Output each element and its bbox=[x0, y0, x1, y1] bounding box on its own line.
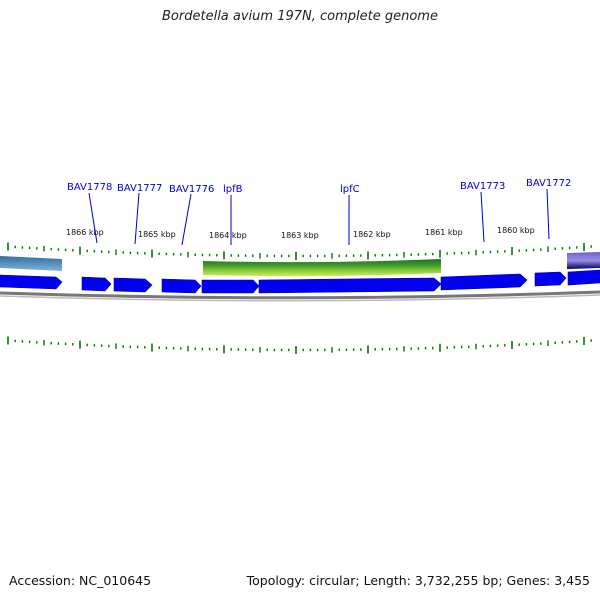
scale-ticks-top bbox=[7, 242, 592, 260]
genome-summary-text: Topology: circular; Length: 3,732,255 bp… bbox=[246, 573, 590, 588]
gene-label-leader bbox=[134, 192, 140, 245]
feature-bar-right bbox=[567, 252, 600, 269]
gene-label[interactable]: lpfC bbox=[340, 184, 360, 195]
accession-text: Accession: NC_010645 bbox=[9, 573, 152, 588]
gene-label-leader bbox=[480, 191, 485, 243]
kbp-label: 1860 kbp bbox=[497, 226, 535, 235]
gene-label[interactable]: BAV1778 bbox=[67, 182, 112, 193]
backbone-arc bbox=[0, 290, 600, 300]
scale-ticks-bottom bbox=[7, 336, 592, 354]
gene-label[interactable]: lpfB bbox=[223, 184, 243, 195]
feature-bar-left bbox=[0, 256, 62, 271]
gene-label[interactable]: BAV1776 bbox=[169, 184, 214, 195]
gene-arrow bbox=[113, 277, 153, 293]
kbp-label: 1864 kbp bbox=[209, 231, 247, 240]
gene-arrow bbox=[201, 279, 260, 294]
gene-arrow bbox=[258, 277, 442, 294]
gene-label[interactable]: BAV1777 bbox=[117, 183, 162, 194]
kbp-label: 1866 kbp bbox=[66, 228, 104, 237]
kbp-label: 1865 kbp bbox=[138, 230, 176, 239]
gene-arrow bbox=[567, 269, 600, 286]
kbp-label: 1863 kbp bbox=[281, 231, 319, 240]
gene-label[interactable]: BAV1773 bbox=[460, 181, 505, 192]
gene-label-leader bbox=[88, 192, 98, 244]
gene-arrow bbox=[440, 273, 528, 291]
backbone-arc-inner bbox=[0, 294, 600, 302]
map-title: Bordetella avium 197N, complete genome bbox=[162, 9, 438, 24]
gene-label-leader bbox=[546, 188, 550, 240]
gene-arrow bbox=[81, 276, 112, 292]
gene-arrow bbox=[161, 278, 202, 294]
kbp-label: 1861 kbp bbox=[425, 228, 463, 237]
gene-label-leader bbox=[181, 193, 192, 246]
feature-bar-green bbox=[203, 259, 441, 277]
kbp-label: 1862 kbp bbox=[353, 230, 391, 239]
gene-arrow bbox=[0, 274, 63, 290]
gene-label[interactable]: BAV1772 bbox=[526, 178, 571, 189]
gene-arrow bbox=[534, 271, 567, 287]
